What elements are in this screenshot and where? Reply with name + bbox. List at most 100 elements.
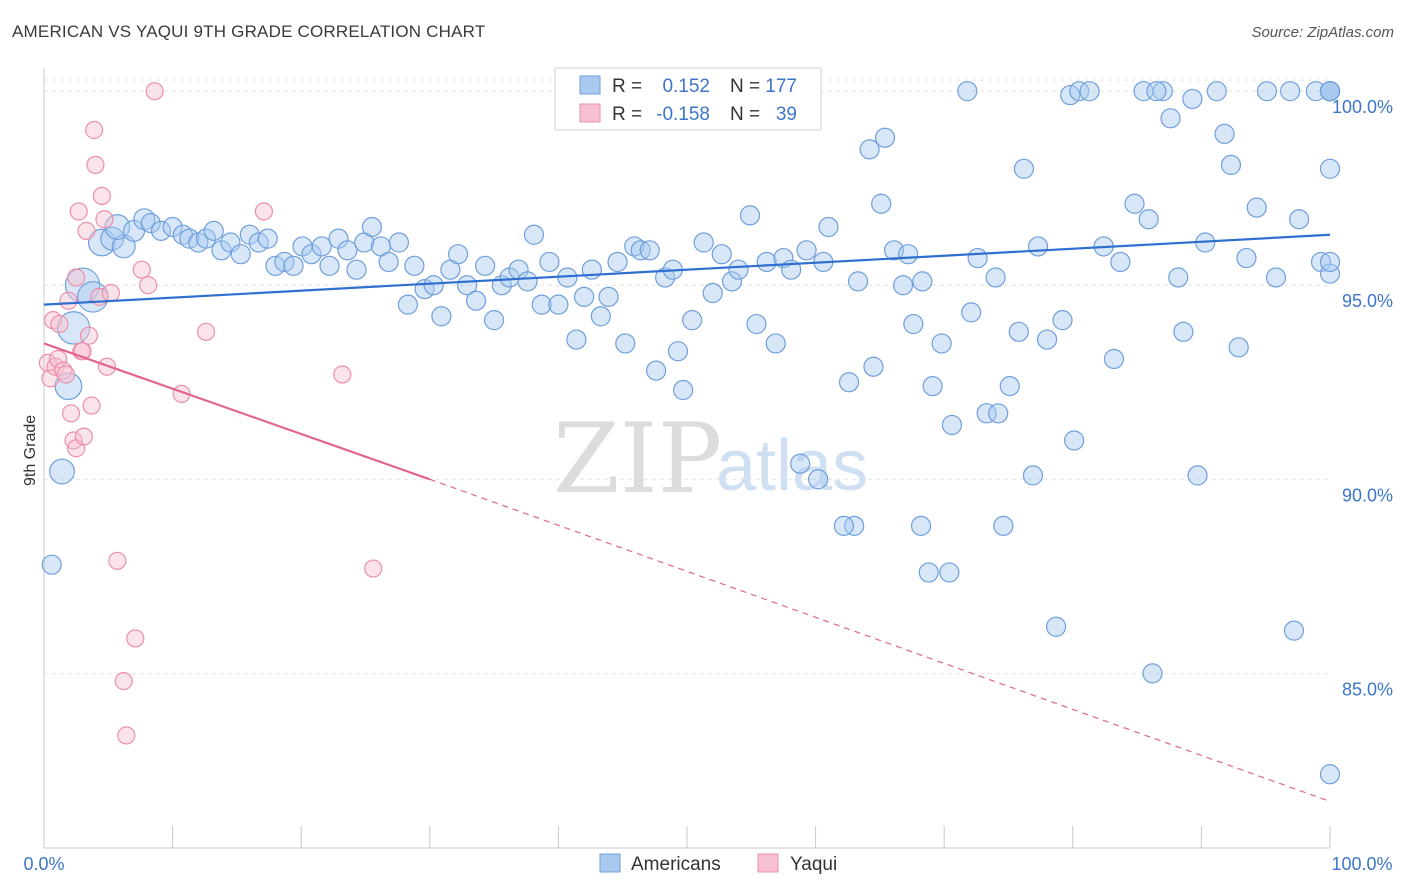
americans-point	[961, 302, 982, 323]
americans-point	[1305, 81, 1326, 102]
americans-point	[931, 333, 952, 354]
americans-point	[566, 329, 587, 350]
americans-point	[739, 205, 761, 226]
yaqui-point	[50, 314, 69, 334]
yaqui-point	[77, 221, 96, 240]
y-tick-labels: 85.0% 90.0% 95.0% 100.0%	[1332, 97, 1393, 699]
americans-point	[397, 294, 419, 315]
americans-point	[1110, 251, 1131, 273]
americans-point	[388, 232, 410, 253]
chart-source: Source: ZipAtlas.com	[1251, 24, 1394, 41]
americans-point	[150, 220, 172, 241]
americans-point	[1187, 465, 1208, 486]
americans-point	[615, 333, 636, 354]
americans-point	[607, 251, 628, 273]
americans-point	[361, 216, 383, 238]
americans-point	[1206, 81, 1227, 102]
americans-point	[976, 403, 997, 424]
americans-point	[1152, 81, 1173, 102]
americans-point	[1013, 158, 1035, 179]
y-tick-label: 90.0%	[1342, 485, 1393, 505]
americans-point	[1319, 81, 1341, 102]
yaqui-point	[49, 349, 68, 369]
americans-point	[1022, 465, 1044, 486]
americans-point	[796, 240, 817, 261]
americans-point	[1124, 193, 1145, 214]
legend-swatch-americans	[579, 75, 601, 95]
americans-point	[1256, 81, 1278, 102]
legend-box: R = 0.152 N = 177 R = -0.158 N = 39	[554, 67, 822, 131]
yaqui-point	[56, 365, 75, 384]
yaqui-point	[74, 427, 93, 446]
americans-point	[624, 236, 645, 257]
americans-point	[818, 216, 839, 238]
americans-point	[922, 376, 943, 397]
bottom-legend-label-yaqui: Yaqui	[790, 854, 837, 875]
americans-point	[1246, 197, 1267, 218]
y-tick-label: 100.0%	[1332, 97, 1393, 117]
americans-point	[378, 251, 399, 273]
yaqui-point	[254, 202, 274, 221]
americans-point	[912, 271, 933, 292]
legend-r-value-yaqui: -0.158	[656, 104, 710, 125]
yaqui-point	[82, 396, 101, 415]
americans-point	[693, 232, 714, 253]
yaqui-point	[126, 629, 145, 648]
x-tick-label-min: 0.0%	[23, 854, 64, 874]
americans-point	[1103, 348, 1125, 370]
bottom-legend-label-americans: Americans	[631, 854, 721, 875]
yaqui-point	[101, 283, 120, 303]
legend-r-label-americans: R =	[612, 76, 642, 97]
y-axis-title: 9th Grade	[22, 415, 39, 486]
americans-point	[957, 81, 978, 102]
americans-point	[667, 341, 689, 362]
y-tick-label: 85.0%	[1342, 679, 1393, 699]
americans-point	[474, 255, 496, 276]
yaqui-point	[85, 120, 104, 140]
watermark-atlas: atlas	[716, 426, 868, 506]
americans-point	[859, 139, 880, 160]
americans-point	[985, 267, 1006, 288]
americans-point	[1319, 263, 1341, 284]
americans-point	[756, 251, 777, 273]
americans-point	[746, 313, 767, 335]
americans-point	[1173, 321, 1194, 342]
americans-point	[833, 515, 854, 536]
legend-r-value-americans: 0.152	[662, 76, 710, 97]
americans-point	[1142, 663, 1163, 684]
americans-point	[844, 515, 865, 536]
americans-point	[230, 244, 251, 265]
americans-point	[808, 469, 829, 490]
yaqui-point	[145, 82, 164, 101]
yaqui-point	[108, 551, 127, 570]
americans-point	[898, 244, 919, 265]
americans-point	[598, 286, 619, 307]
americans-point	[1160, 108, 1181, 129]
americans-point	[465, 290, 487, 311]
watermark: ZIP atlas	[553, 403, 868, 515]
yaqui-point	[132, 260, 151, 279]
americans-point	[1289, 209, 1310, 230]
americans-point	[910, 515, 932, 536]
yaqui-point	[333, 365, 352, 384]
americans-point	[999, 376, 1020, 397]
yaqui-point	[117, 726, 136, 745]
americans-point	[988, 403, 1009, 424]
americans-point	[1265, 267, 1287, 288]
legend-n-value-americans: 177	[765, 76, 797, 97]
americans-point	[702, 282, 723, 304]
americans-point	[874, 127, 896, 148]
americans-point	[1280, 81, 1301, 102]
americans-point	[1036, 329, 1058, 350]
americans-point	[1069, 81, 1090, 102]
yaqui-point	[114, 672, 133, 691]
americans-point	[41, 554, 62, 575]
americans-point	[1045, 616, 1067, 637]
legend-n-label-americans: N =	[730, 76, 760, 97]
americans-point	[1138, 209, 1159, 230]
americans-point	[311, 236, 332, 257]
americans-point	[773, 247, 794, 269]
yaqui-point	[67, 268, 86, 287]
yaqui-point	[196, 322, 216, 341]
chart-title: AMERICAN VS YAQUI 9TH GRADE CORRELATION …	[12, 22, 486, 41]
